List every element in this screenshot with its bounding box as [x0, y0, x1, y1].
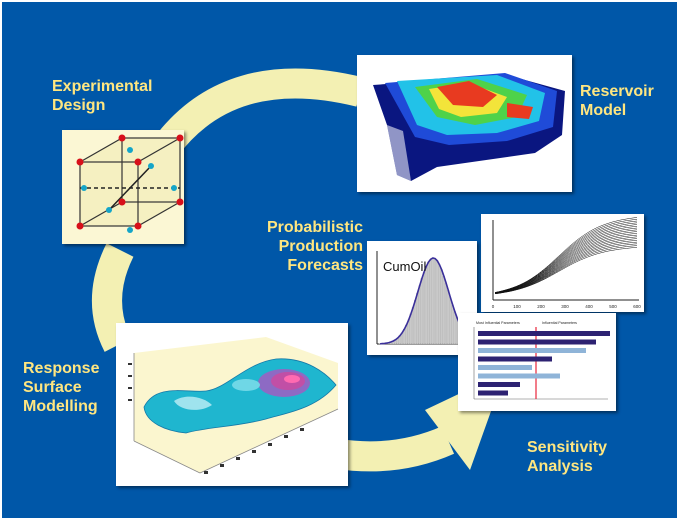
tornado-right-header: Influential Parameters — [542, 321, 577, 325]
reservoir-model-panel — [357, 55, 572, 192]
experimental-design-cube-panel — [62, 130, 184, 244]
histogram-bar — [453, 311, 456, 345]
histogram-bar — [427, 261, 430, 345]
tornado-bar — [478, 382, 520, 387]
histogram-bar — [444, 282, 447, 345]
forecast-chart: 0 100 200 300 400 500 600 — [481, 214, 644, 312]
tornado-bar — [478, 390, 508, 396]
histogram-bar — [425, 266, 428, 345]
forecast-curve — [494, 224, 638, 293]
histogram-bar — [411, 307, 414, 345]
center-point — [106, 207, 112, 213]
histogram-bar — [451, 304, 454, 345]
cycle-arrow-top — [152, 68, 364, 158]
histogram-bar — [416, 292, 419, 345]
cumoil-title: CumOil — [383, 259, 426, 274]
tornado-bar — [478, 331, 610, 336]
forecast-x-tick-label: 0 — [492, 304, 495, 309]
sensitivity-analysis-label: Sensitivity Analysis — [527, 439, 608, 475]
histogram-bar — [418, 285, 421, 345]
experimental-design-label: Experimental Design — [52, 78, 153, 114]
forecast-x-tick-label: 600 — [633, 304, 641, 309]
tornado-bar — [478, 339, 596, 345]
histogram-bar — [429, 259, 432, 345]
corner-point — [176, 198, 184, 206]
center-point — [81, 185, 87, 191]
design-cube-figure — [62, 130, 184, 244]
forecast-x-tick-label: 500 — [609, 304, 617, 309]
tornado-bar — [478, 365, 532, 370]
histogram-bar — [409, 313, 412, 345]
corner-point — [118, 198, 126, 206]
corner-point — [76, 158, 84, 166]
corner-point — [134, 222, 142, 230]
histogram-bar — [442, 275, 445, 345]
center-point — [148, 163, 154, 169]
forecast-curve — [494, 234, 638, 294]
forecast-curve — [494, 240, 638, 294]
tornado-left-header: Most Influential Parameters — [476, 321, 520, 325]
tornado-bar — [478, 356, 552, 362]
histogram-bar — [447, 290, 450, 345]
corner-point — [118, 134, 126, 142]
center-point — [127, 227, 133, 233]
tornado-bar — [478, 373, 560, 379]
response-surface-panel — [116, 323, 348, 486]
cycle-arrow-left — [92, 243, 134, 352]
production-forecast-panel: 0 100 200 300 400 500 600 — [481, 214, 644, 312]
sensitivity-tornado-panel: Most Influential Parameters Influential … — [458, 313, 616, 411]
forecast-x-tick-label: 100 — [513, 304, 521, 309]
corner-point — [76, 222, 84, 230]
tornado-bars — [478, 331, 610, 396]
histogram-bar — [414, 300, 417, 345]
histogram-bar — [436, 260, 439, 345]
center-point — [171, 185, 177, 191]
histogram-bar — [440, 269, 443, 345]
tornado-chart: Most Influential Parameters Influential … — [458, 313, 616, 411]
tornado-bar — [478, 348, 586, 353]
center-point — [127, 147, 133, 153]
forecast-curve — [494, 243, 638, 294]
forecast-x-tick-label: 300 — [561, 304, 569, 309]
response-surface-figure — [116, 323, 348, 486]
response-surface-label: Response Surface Modelling — [23, 360, 100, 415]
cumoil-distribution-panel: CumOil — [367, 241, 477, 355]
forecast-curve-bundle — [494, 217, 638, 295]
probabilistic-forecasts-label: Probabilistic Production Forecasts — [266, 219, 363, 274]
forecast-curve — [494, 247, 638, 295]
histogram-bar — [431, 257, 434, 345]
histogram-bars — [378, 257, 467, 345]
histogram-bar — [422, 271, 425, 345]
normal-curve — [380, 257, 467, 345]
corner-point — [134, 158, 142, 166]
forecast-x-tick-label: 400 — [585, 304, 593, 309]
histogram-bar — [433, 258, 436, 345]
reservoir-model-label: Reservoir Model — [580, 83, 654, 119]
forecast-x-tick-label: 200 — [537, 304, 545, 309]
histogram-bar — [438, 264, 441, 345]
histogram-bar — [420, 278, 423, 345]
corner-point — [176, 134, 184, 142]
histogram-bar — [449, 297, 452, 345]
forecast-curve — [494, 217, 638, 293]
reservoir-model-figure — [357, 55, 572, 192]
